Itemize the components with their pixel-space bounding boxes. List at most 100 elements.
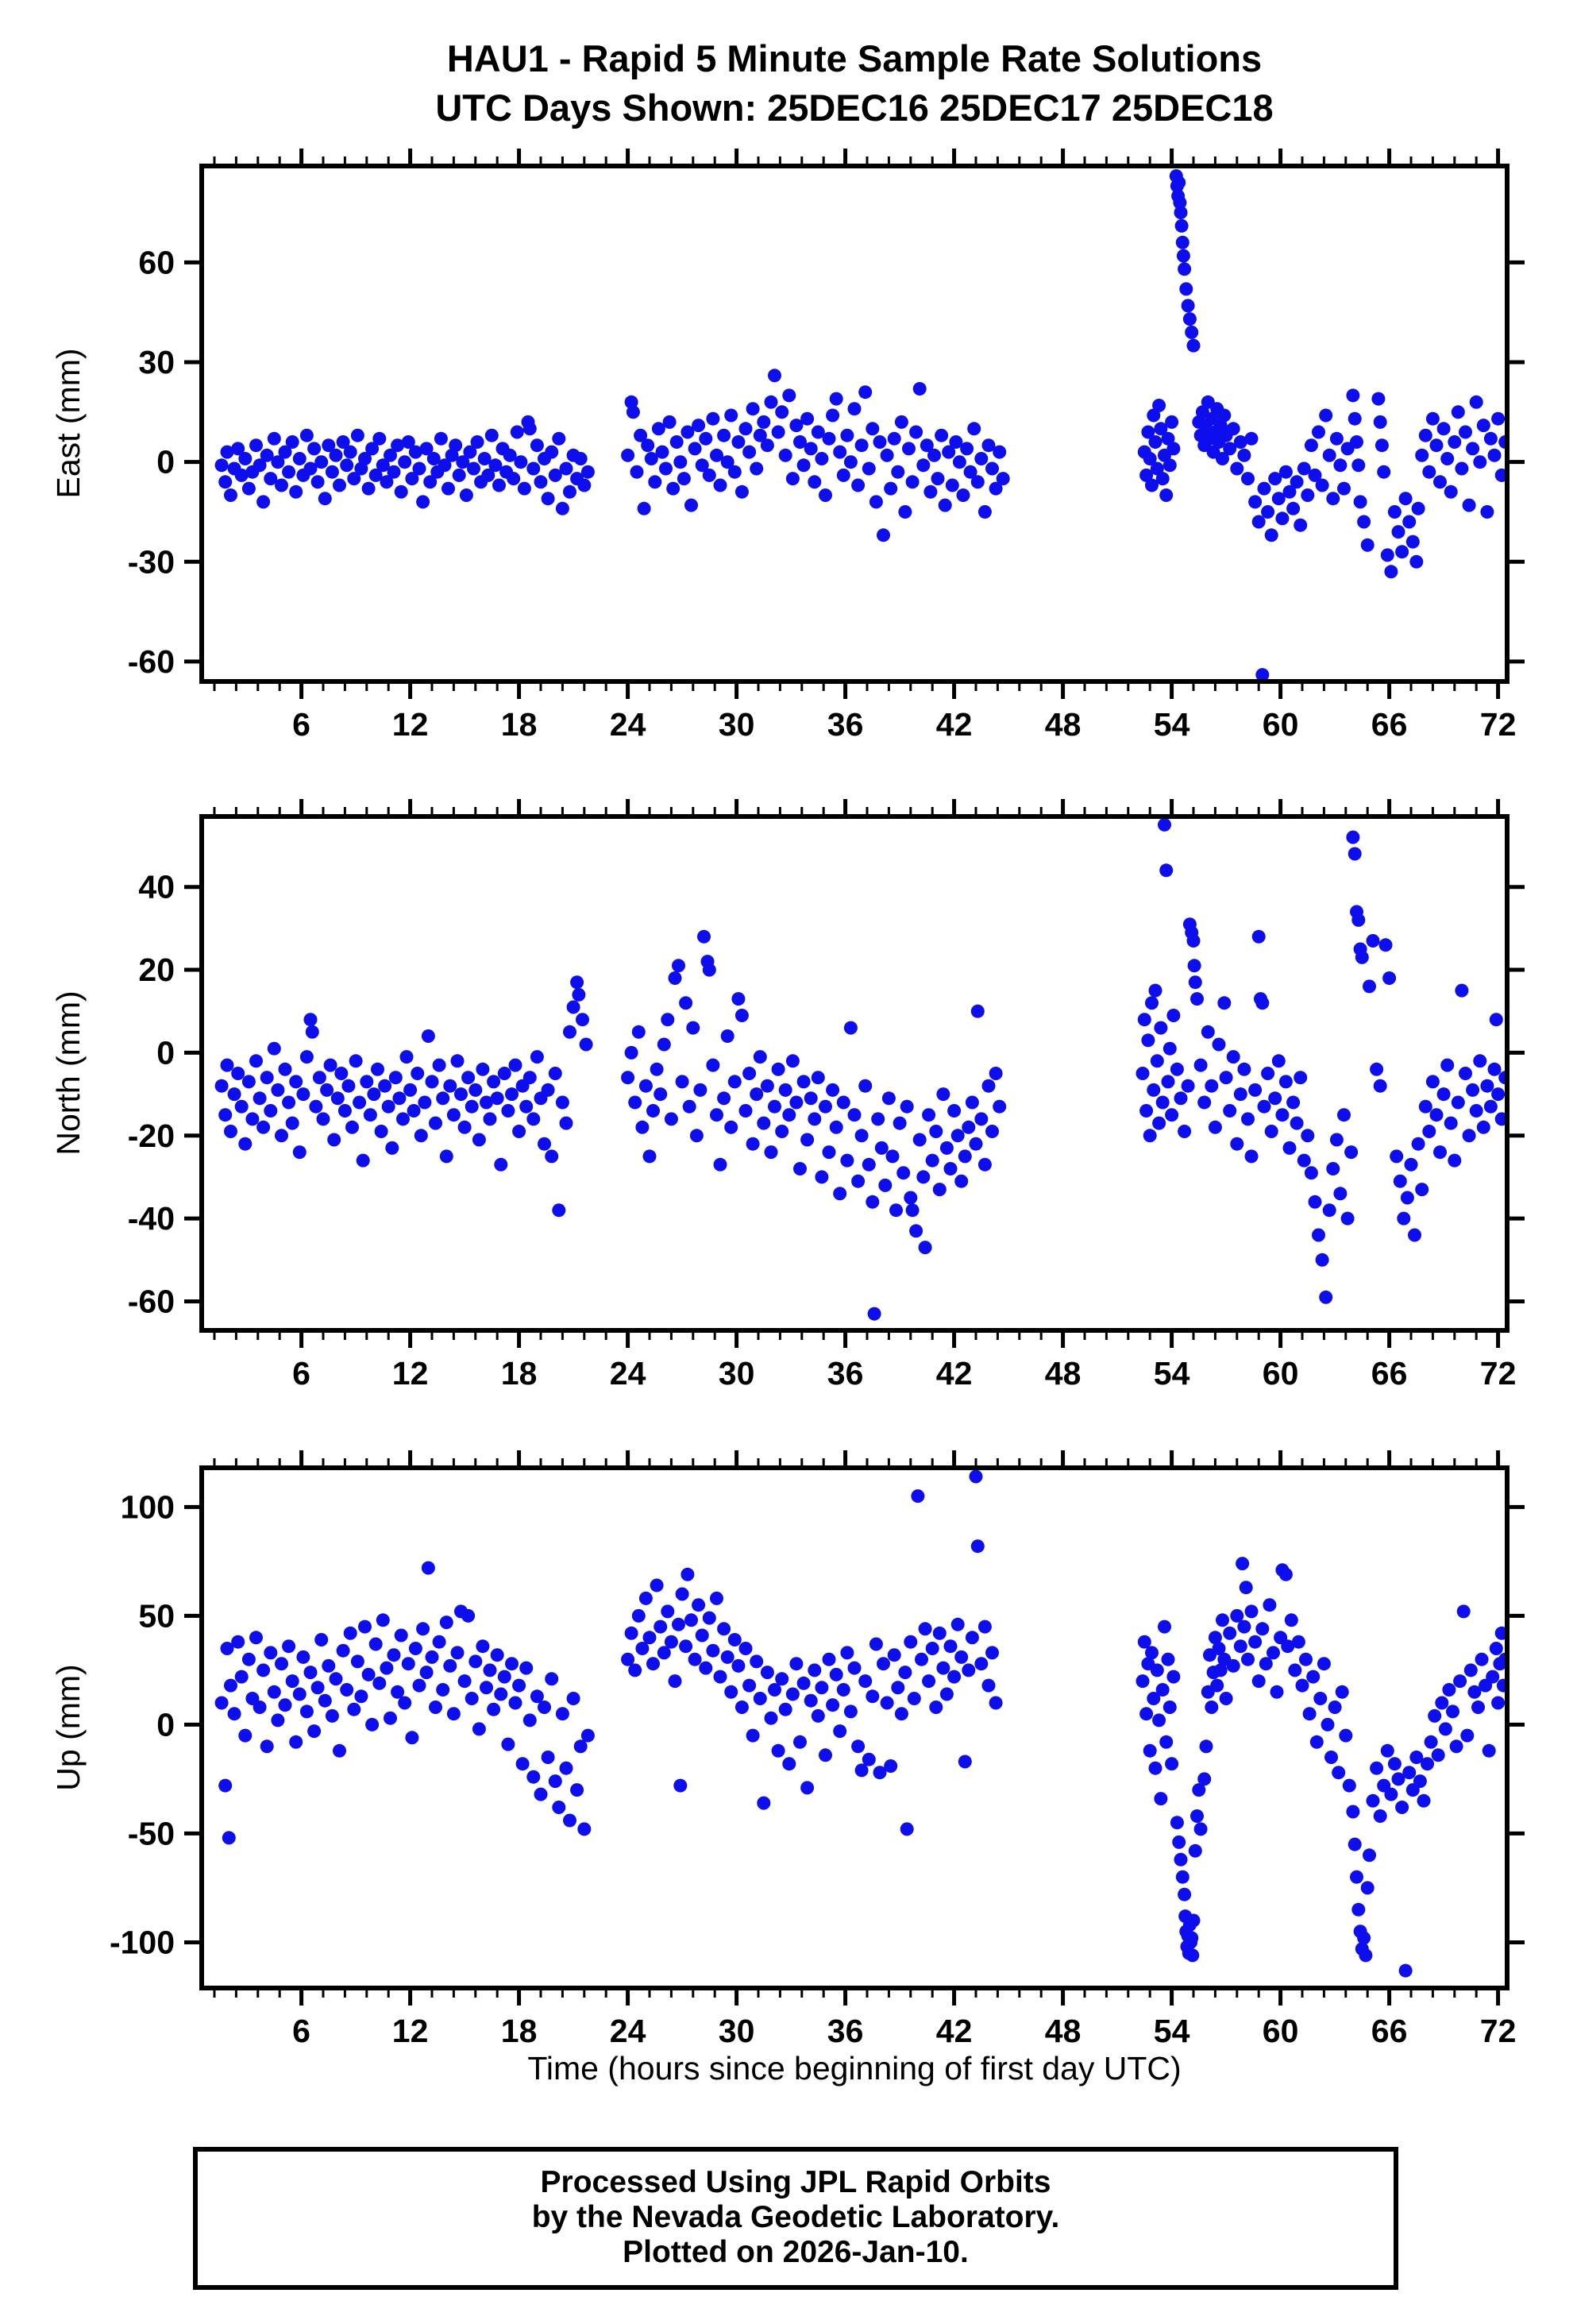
- data-point: [517, 481, 531, 496]
- data-point: [1161, 1652, 1175, 1666]
- data-point: [1353, 495, 1367, 509]
- data-point: [1351, 1902, 1366, 1917]
- data-point: [989, 1067, 1003, 1080]
- data-point: [401, 1657, 415, 1671]
- data-point: [847, 402, 862, 416]
- x-tick-label: 48: [1045, 706, 1082, 743]
- data-point: [548, 1774, 562, 1789]
- data-point: [1436, 1087, 1451, 1102]
- data-point: [572, 987, 586, 1002]
- data-point: [231, 442, 245, 456]
- data-point: [419, 1666, 434, 1680]
- data-point: [985, 1646, 999, 1660]
- data-point: [909, 425, 923, 439]
- data-point: [1155, 472, 1170, 486]
- data-point: [405, 1731, 419, 1745]
- data-point: [1312, 425, 1325, 439]
- data-point: [234, 1670, 249, 1684]
- data-point: [1462, 1129, 1476, 1143]
- data-point: [692, 419, 706, 433]
- data-point: [1233, 1087, 1247, 1102]
- data-point: [1402, 515, 1417, 529]
- data-point: [256, 1663, 271, 1677]
- data-point: [1217, 996, 1232, 1010]
- data-point: [436, 1091, 450, 1106]
- data-point: [981, 1079, 996, 1093]
- data-point: [238, 1137, 253, 1151]
- data-point: [642, 1149, 657, 1164]
- x-tick-label: 36: [827, 2013, 864, 2049]
- data-point: [1236, 1557, 1250, 1571]
- data-point: [530, 1050, 544, 1064]
- data-point: [1469, 1104, 1483, 1118]
- data-point: [682, 1099, 696, 1114]
- y-axis-label-east: East (mm): [50, 348, 87, 498]
- data-point: [840, 428, 854, 442]
- data-point: [1241, 1112, 1255, 1126]
- data-point: [1332, 1766, 1346, 1780]
- data-point: [218, 475, 233, 489]
- data-point: [651, 422, 665, 436]
- data-point: [869, 1637, 883, 1651]
- data-point: [1333, 458, 1348, 473]
- data-point: [764, 1145, 778, 1160]
- y-tick-label: 0: [156, 1034, 175, 1071]
- data-point: [1288, 1663, 1302, 1677]
- data-point: [884, 1759, 898, 1773]
- data-point: [916, 458, 931, 473]
- data-point: [1161, 431, 1175, 446]
- data-point: [1201, 1025, 1215, 1039]
- data-point: [907, 1692, 921, 1705]
- data-point: [1143, 1129, 1157, 1143]
- data-point: [1409, 1751, 1424, 1764]
- data-point: [519, 1661, 534, 1675]
- data-point: [720, 1650, 735, 1664]
- data-point: [1197, 1772, 1212, 1786]
- data-point: [1342, 1778, 1356, 1793]
- data-point: [220, 1058, 234, 1072]
- x-tick-label: 6: [292, 1355, 310, 1392]
- data-point: [1366, 1793, 1380, 1808]
- data-point: [746, 1137, 760, 1151]
- y-tick-label: 50: [138, 1597, 175, 1634]
- data-point: [1491, 1087, 1506, 1102]
- data-point: [974, 1112, 989, 1126]
- data-point: [1244, 431, 1259, 446]
- data-point: [367, 1087, 381, 1102]
- data-point: [1159, 488, 1174, 502]
- data-point: [1226, 422, 1240, 436]
- data-point: [1230, 461, 1244, 476]
- data-point: [1172, 1835, 1186, 1849]
- data-point: [654, 1087, 668, 1102]
- data-point: [241, 481, 256, 496]
- data-point: [796, 1075, 811, 1089]
- data-point: [394, 1628, 408, 1643]
- data-point: [449, 438, 463, 453]
- data-point: [336, 1643, 350, 1658]
- data-point: [522, 1071, 537, 1085]
- data-point: [1312, 1228, 1325, 1242]
- data-point: [358, 1619, 372, 1634]
- data-point: [775, 1125, 789, 1138]
- data-point: [1415, 1183, 1429, 1197]
- data-point: [1239, 1581, 1253, 1595]
- data-point: [808, 1112, 822, 1126]
- data-point: [1418, 1099, 1432, 1114]
- data-point: [1469, 395, 1483, 409]
- footer-box: [193, 2147, 1398, 2290]
- data-point: [1319, 1290, 1333, 1304]
- data-point: [278, 1698, 292, 1712]
- x-tick-label: 48: [1045, 2013, 1082, 2049]
- data-point: [1413, 1774, 1427, 1789]
- data-point: [688, 442, 702, 456]
- y-tick-label: -60: [128, 1283, 175, 1319]
- data-point: [1187, 959, 1201, 973]
- data-point: [949, 435, 963, 449]
- data-point: [965, 1095, 979, 1110]
- data-point: [1380, 1743, 1394, 1758]
- data-point: [1411, 501, 1425, 515]
- data-point: [349, 1054, 363, 1068]
- data-point: [1340, 1211, 1355, 1226]
- data-point: [1295, 1678, 1309, 1693]
- data-point: [1380, 548, 1394, 562]
